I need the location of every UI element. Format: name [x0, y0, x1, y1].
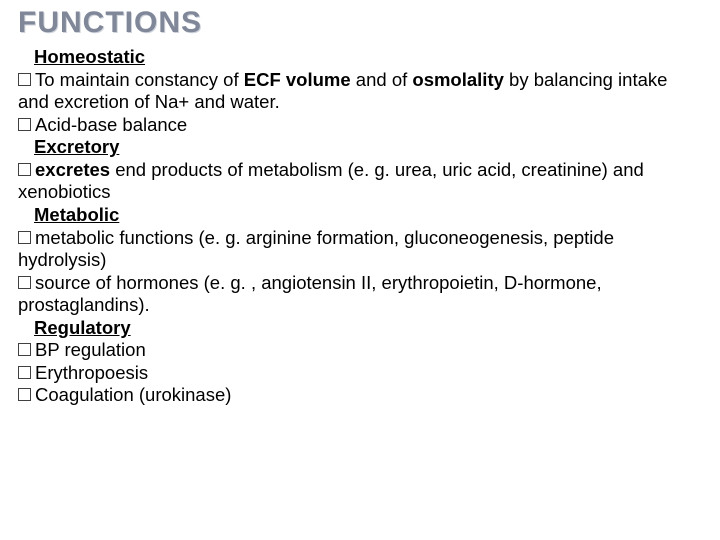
bullet-box-icon: [18, 366, 31, 379]
text-bold: ECF volume: [244, 69, 351, 90]
bullet-hormones: source of hormones (e. g. , angiotensin …: [18, 272, 702, 317]
text-span: Acid-base balance: [35, 114, 187, 135]
heading-text: Regulatory: [34, 317, 131, 338]
heading-excretory: Excretory: [18, 136, 702, 159]
bullet-box-icon: [18, 118, 31, 131]
text-span: and of: [351, 69, 413, 90]
bullet-metabolic-functions: metabolic functions (e. g. arginine form…: [18, 227, 702, 272]
bullet-box-icon: [18, 388, 31, 401]
text-span: To maintain constancy of: [35, 69, 244, 90]
text-bold: excretes: [35, 159, 110, 180]
text-span: BP regulation: [35, 339, 146, 360]
bullet-erythropoesis: Erythropoesis: [18, 362, 702, 385]
text-bold: osmolality: [412, 69, 504, 90]
slide: FUNCTIONS Homeostatic To maintain consta…: [0, 0, 720, 540]
text-span: source of hormones (e. g. , angiotensin …: [18, 272, 602, 316]
bullet-box-icon: [18, 343, 31, 356]
bullet-excretes: excretes end products of metabolism (e. …: [18, 159, 702, 204]
heading-text: Metabolic: [34, 204, 119, 225]
bullet-box-icon: [18, 163, 31, 176]
heading-text: Excretory: [34, 136, 119, 157]
heading-homeostatic: Homeostatic: [18, 46, 702, 69]
bullet-box-icon: [18, 73, 31, 86]
heading-regulatory: Regulatory: [18, 317, 702, 340]
text-span: metabolic functions (e. g. arginine form…: [18, 227, 614, 271]
text-span: Coagulation (urokinase): [35, 384, 231, 405]
bullet-box-icon: [18, 231, 31, 244]
slide-title: FUNCTIONS: [18, 6, 702, 40]
bullet-bp: BP regulation: [18, 339, 702, 362]
bullet-coagulation: Coagulation (urokinase): [18, 384, 702, 407]
heading-metabolic: Metabolic: [18, 204, 702, 227]
text-span: Erythropoesis: [35, 362, 148, 383]
slide-body: Homeostatic To maintain constancy of ECF…: [18, 46, 702, 407]
bullet-acid-base: Acid-base balance: [18, 114, 702, 137]
heading-text: Homeostatic: [34, 46, 145, 67]
text-span: end products of metabolism (e. g. urea, …: [18, 159, 644, 203]
bullet-box-icon: [18, 276, 31, 289]
bullet-ecf: To maintain constancy of ECF volume and …: [18, 69, 702, 114]
